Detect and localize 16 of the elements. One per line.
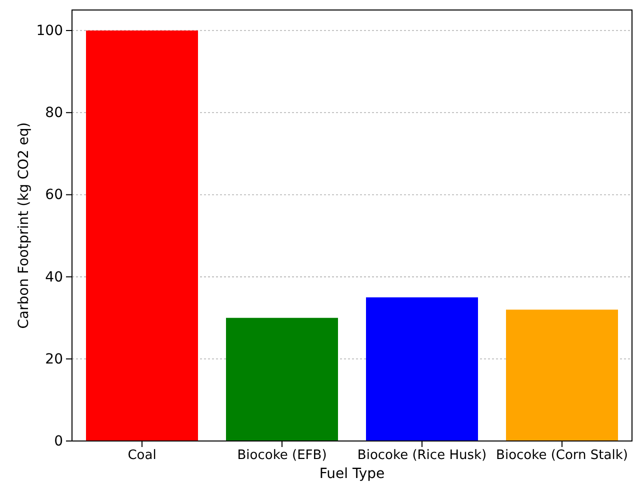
bar (86, 30, 198, 441)
y-tick-label: 20 (45, 351, 63, 368)
bar (366, 297, 478, 441)
x-tick-label: Biocoke (Rice Husk) (357, 448, 487, 464)
bar (226, 318, 338, 441)
y-tick-label: 100 (36, 23, 63, 40)
x-tick-label: Coal (128, 448, 156, 464)
y-tick-label: 0 (54, 433, 63, 450)
y-axis-title: Carbon Footprint (kg CO2 eq) (16, 122, 32, 329)
y-tick-label: 60 (45, 187, 63, 204)
y-tick-label: 40 (45, 269, 63, 286)
bar (506, 310, 618, 441)
y-tick-label: 80 (45, 105, 63, 122)
x-tick-label: Biocoke (EFB) (237, 448, 327, 464)
x-axis-title: Fuel Type (319, 466, 385, 482)
x-tick-label: Biocoke (Corn Stalk) (496, 448, 628, 464)
